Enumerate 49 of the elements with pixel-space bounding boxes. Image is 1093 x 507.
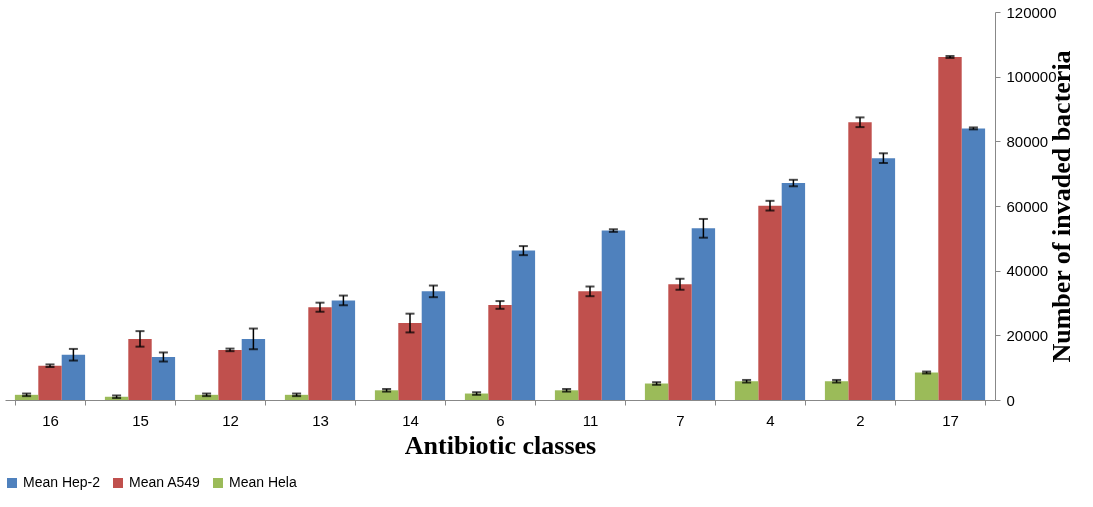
bar	[128, 338, 152, 400]
x-tick-label: 4	[766, 411, 775, 429]
x-tick-label: 13	[312, 411, 329, 429]
bar	[151, 357, 176, 400]
bar	[61, 354, 86, 400]
y-tick-label: 120000	[1006, 3, 1057, 21]
bar	[601, 230, 626, 400]
bar	[511, 250, 536, 400]
bar	[331, 300, 356, 400]
x-tick-label: 12	[222, 411, 239, 429]
bar	[241, 338, 266, 400]
x-tick-label: 14	[402, 411, 419, 429]
bar	[488, 304, 512, 400]
x-tick-label: 17	[942, 411, 959, 429]
bar	[218, 349, 242, 400]
y-tick-label: 60000	[1006, 197, 1049, 215]
y-tick-label: 80000	[1006, 132, 1049, 150]
x-tick-label: 11	[582, 411, 599, 429]
bar	[38, 365, 62, 400]
bar	[398, 323, 422, 400]
bar	[824, 381, 849, 400]
x-tick-label: 6	[496, 411, 505, 429]
bar	[644, 383, 669, 400]
bar	[578, 291, 602, 400]
bar	[668, 284, 692, 400]
bar	[848, 122, 872, 400]
bar	[871, 158, 896, 400]
x-axis-title: Antibiotic classes	[404, 430, 597, 460]
bar	[691, 228, 716, 400]
bar	[308, 307, 332, 400]
legend-label: Mean A549	[129, 474, 201, 490]
x-tick-label: 16	[42, 411, 59, 429]
bar	[914, 372, 939, 400]
legend-label: Mean Hep-2	[23, 474, 101, 490]
x-tick-label: 7	[676, 411, 685, 429]
bar	[938, 56, 962, 400]
bar	[961, 128, 986, 400]
bar	[758, 205, 782, 400]
y-tick-label: 40000	[1006, 262, 1049, 280]
x-tick-label: 2	[856, 411, 865, 429]
bar	[554, 390, 579, 400]
bar	[421, 291, 446, 400]
legend-label: Mean Hela	[229, 474, 297, 490]
y-tick-label: 0	[1006, 391, 1015, 409]
x-tick-label: 15	[132, 411, 149, 429]
bar	[781, 183, 806, 400]
bar	[374, 390, 399, 400]
bar	[734, 381, 759, 400]
y-tick-label: 20000	[1006, 326, 1049, 344]
